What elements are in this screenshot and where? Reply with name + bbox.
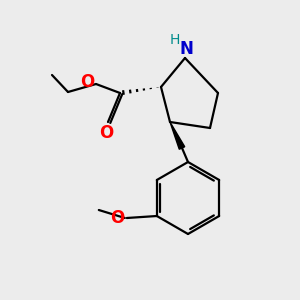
Text: N: N: [179, 40, 193, 58]
Text: O: O: [99, 124, 113, 142]
Polygon shape: [170, 122, 185, 149]
Text: O: O: [110, 209, 124, 227]
Text: H: H: [170, 33, 180, 47]
Text: O: O: [80, 73, 94, 91]
